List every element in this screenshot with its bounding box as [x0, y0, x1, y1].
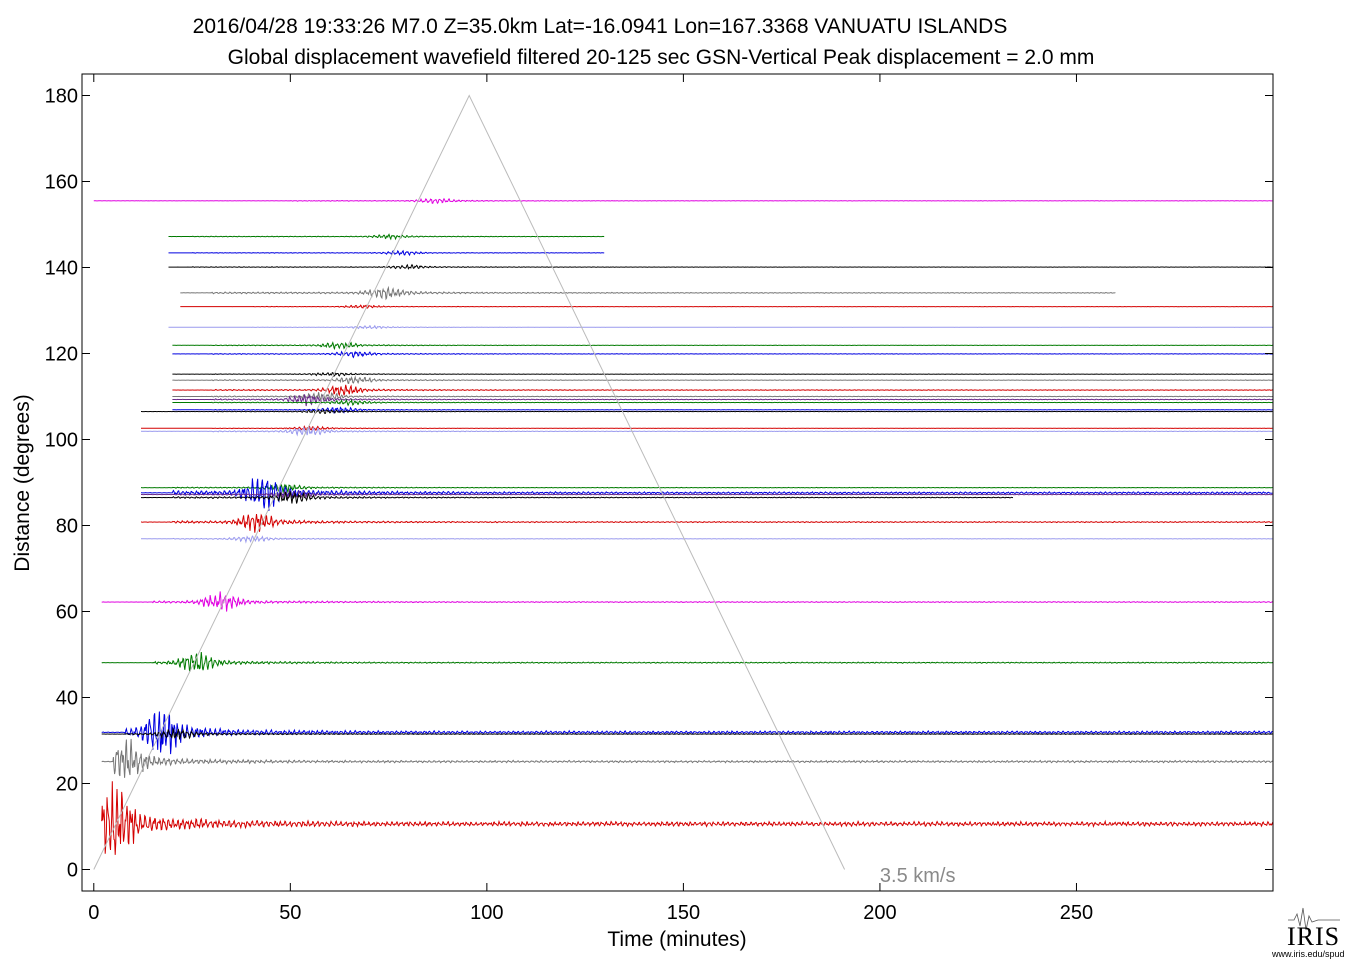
seismic-trace: [180, 285, 1116, 301]
seismic-trace: [141, 483, 1273, 494]
chart-title: 2016/04/28 19:33:26 M7.0 Z=35.0km Lat=-1…: [193, 15, 1008, 38]
velocity-annotation: 3.5 km/s: [880, 865, 956, 887]
seismic-trace: [172, 398, 1273, 407]
y-tick-label: 180: [45, 86, 78, 108]
plot-frame: [81, 73, 1274, 892]
seismic-trace: [140, 491, 1014, 504]
seismic-trace: [172, 392, 1273, 401]
y-tick-label: 140: [45, 258, 78, 280]
seismic-trace: [172, 341, 1273, 351]
y-tick-label: 160: [45, 172, 78, 194]
iris-logo-waveform: [1288, 907, 1340, 931]
y-tick-label: 40: [56, 688, 78, 710]
seismic-trace: [172, 394, 1273, 407]
seismic-trace: [140, 478, 1273, 511]
seismic-trace: [141, 488, 1273, 500]
seismic-trace: [101, 726, 1273, 741]
seismic-trace: [168, 249, 605, 257]
seismic-trace: [101, 738, 1273, 778]
x-tick-label: 200: [863, 902, 896, 924]
x-axis-ticks: 0 50 100 150 200 250: [88, 74, 1093, 924]
seismic-trace: [168, 263, 1273, 270]
velocity-reference-line: [93, 94, 846, 870]
chart-subtitle: Global displacement wavefield filtered 2…: [228, 46, 1095, 69]
y-tick-label: 100: [45, 430, 78, 452]
seismic-trace: [168, 233, 605, 241]
y-tick-label: 80: [56, 516, 78, 538]
y-axis-ticks: 0 20 40 60 80 100 120 140 160 180: [45, 86, 1273, 882]
iris-logo-text: IRIS: [1287, 922, 1340, 951]
seismic-trace: [172, 375, 1273, 385]
seismic-trace: [101, 651, 1273, 672]
x-tick-label: 0: [88, 902, 99, 924]
x-tick-label: 250: [1060, 902, 1093, 924]
seismic-traces: [93, 197, 1274, 855]
seismic-trace: [172, 406, 1273, 415]
y-tick-label: 60: [56, 602, 78, 624]
x-axis-label: Time (minutes): [607, 928, 746, 951]
seismic-trace: [172, 384, 1273, 397]
seismic-trace: [172, 350, 1273, 359]
seismic-trace: [141, 408, 1273, 415]
seismic-trace: [141, 425, 1273, 431]
seismic-trace: [93, 197, 1273, 205]
seismic-trace: [141, 426, 1273, 437]
iris-logo-url: www.iris.edu/spud: [1271, 949, 1345, 959]
y-axis-label: Distance (degrees): [11, 394, 34, 571]
seismic-trace: [141, 535, 1273, 544]
x-tick-label: 100: [470, 902, 503, 924]
velocity-reference-line-group: [93, 94, 846, 870]
seismic-trace: [172, 371, 1273, 378]
x-tick-label: 150: [667, 902, 700, 924]
iris-logo: IRIS www.iris.edu/spud: [1271, 907, 1345, 959]
y-tick-label: 0: [67, 860, 78, 882]
y-tick-label: 20: [56, 774, 78, 796]
seismic-trace: [101, 781, 1274, 855]
y-tick-label: 120: [45, 344, 78, 366]
x-tick-label: 50: [279, 902, 301, 924]
seismic-trace: [180, 304, 1273, 309]
seismic-trace: [101, 591, 1273, 612]
seismic-trace: [141, 513, 1273, 533]
seismic-trace: [101, 711, 1273, 755]
seismic-trace: [168, 324, 1273, 330]
